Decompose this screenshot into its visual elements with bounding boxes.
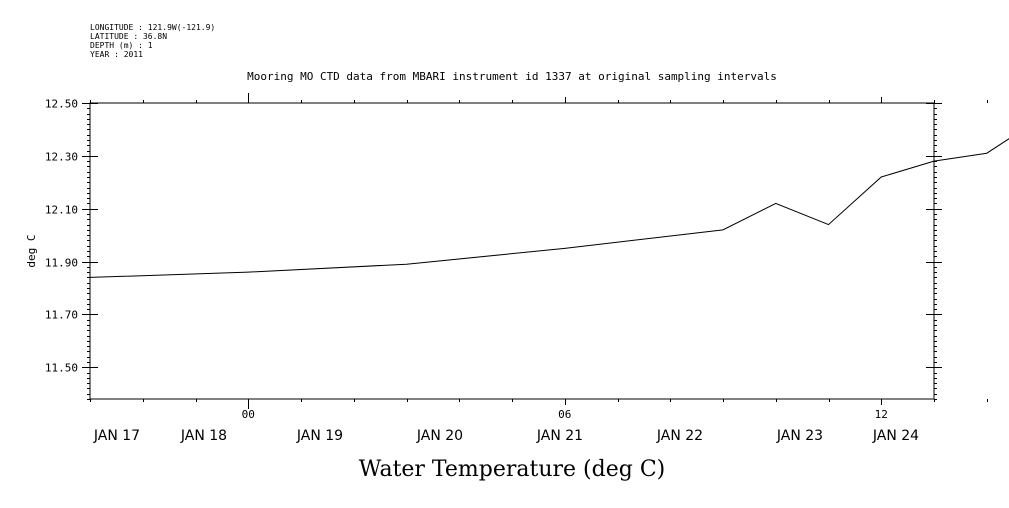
plot-frame [89, 102, 935, 400]
x-day-label: JAN 17 [93, 428, 140, 444]
y-axis-label: deg C [25, 234, 38, 267]
metadata-line: YEAR : 2011 [90, 50, 143, 59]
metadata-line: DEPTH (m) : 1 [90, 41, 153, 50]
chart-title: Mooring MO CTD data from MBARI instrumen… [247, 70, 777, 83]
x-hour-label: 06 [558, 408, 571, 421]
metadata-block: LONGITUDE : 121.9W(-121.9) LATITUDE : 36… [90, 23, 215, 59]
x-tick-labels: 1800061218000612180006121800061218000612… [93, 408, 919, 444]
axis-ticks [82, 93, 988, 409]
x-day-label: JAN 19 [296, 428, 343, 444]
x-day-label: JAN 21 [536, 428, 583, 444]
x-hour-label: 12 [875, 408, 888, 421]
metadata-line: LONGITUDE : 121.9W(-121.9) [90, 23, 215, 32]
x-day-label: JAN 18 [180, 428, 227, 444]
y-tick-label: 12.10 [45, 204, 78, 217]
y-tick-labels: 11.50 11.70 11.90 12.10 12.30 12.50 [45, 98, 78, 375]
x-day-label: JAN 20 [416, 428, 463, 444]
x-day-label: JAN 22 [656, 428, 703, 444]
y-tick-label: 11.70 [45, 309, 78, 322]
metadata-line: LATITUDE : 36.8N [90, 32, 167, 41]
y-tick-label: 11.50 [45, 362, 78, 375]
y-tick-label: 11.90 [45, 257, 78, 270]
x-day-label: JAN 23 [776, 428, 823, 444]
y-tick-label: 12.30 [45, 151, 78, 164]
x-day-label: JAN 24 [872, 428, 919, 444]
x-hour-label: 00 [242, 408, 255, 421]
x-axis-label: Water Temperature (deg C) [359, 457, 666, 482]
series-line-water-temperature [89, 138, 1009, 278]
y-tick-label: 12.50 [45, 98, 78, 111]
